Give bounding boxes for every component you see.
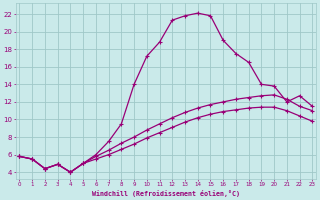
- X-axis label: Windchill (Refroidissement éolien,°C): Windchill (Refroidissement éolien,°C): [92, 190, 240, 197]
